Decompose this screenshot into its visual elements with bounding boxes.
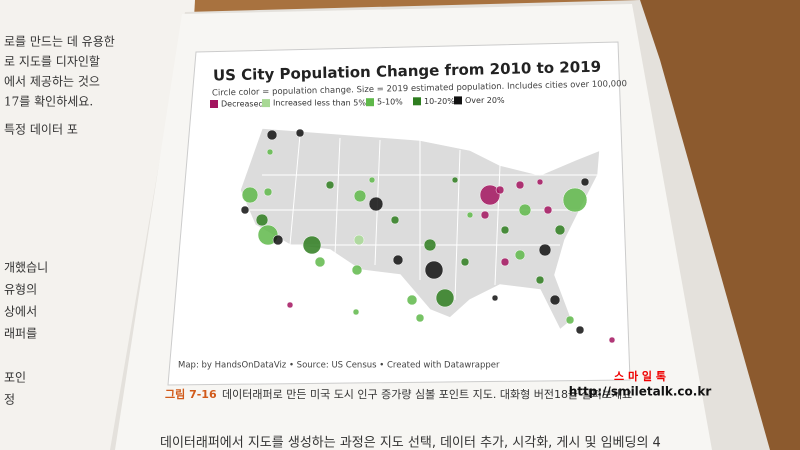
city-dot (272, 234, 284, 246)
legend-swatch (210, 100, 218, 108)
city-dot (435, 288, 455, 308)
legend-swatch (366, 98, 374, 107)
city-dot (518, 203, 532, 217)
city-dot (536, 178, 544, 186)
city-dot (500, 257, 510, 267)
legend-label: Increased less than 5% (273, 99, 366, 108)
left-page-line: 특정 데이터 포 (4, 123, 78, 137)
left-page-line: 래퍼를 (4, 327, 37, 341)
city-dot (406, 294, 418, 306)
city-dot (466, 211, 474, 219)
legend-swatch (413, 97, 421, 106)
caption-text: 데이터래퍼로 만든 미국 도시 인구 증가량 심볼 포인트 지도. 대화형 버전… (222, 388, 632, 401)
city-dot (314, 256, 326, 268)
city-dot (500, 225, 510, 235)
left-page-line: 포인 (4, 371, 26, 385)
city-dot (423, 238, 437, 252)
left-page-line: 로를 만드는 데 유용한 (4, 35, 115, 49)
city-dot (352, 308, 360, 316)
watermark-name: 스 마 일 톡 (614, 369, 666, 383)
city-dot (535, 275, 545, 285)
city-dot (351, 264, 363, 276)
legend-label: Decreased (221, 100, 264, 109)
city-dot (415, 313, 425, 323)
city-dot (368, 196, 384, 212)
map-credit: Map: by HandsOnDataViz • Source: US Cens… (178, 361, 500, 371)
legend: Decreased Increased less than 5% 5-10% 10-2… (210, 96, 505, 109)
city-dot (392, 254, 404, 266)
city-dot (240, 205, 250, 215)
city-dot (565, 315, 575, 325)
city-dot (515, 180, 525, 190)
city-dot (241, 186, 259, 204)
body-text: 데이터래퍼에서 지도를 생성하는 과정은 지도 선택, 데이터 추가, 시각화,… (160, 436, 661, 450)
city-dot (580, 177, 590, 187)
city-dot (295, 128, 305, 138)
left-page-line: 로 지도를 디자인할 (4, 55, 100, 69)
city-dot (353, 189, 367, 203)
city-dot (538, 243, 552, 257)
left-page-line: 에서 제공하는 것으 (4, 75, 100, 89)
legend-label: Over 20% (465, 96, 505, 105)
city-dot (460, 257, 470, 267)
city-dot (479, 184, 501, 206)
legend-label: 5-10% (377, 98, 403, 107)
city-dot (390, 215, 400, 225)
legend-swatch (262, 99, 270, 108)
city-dot (325, 180, 335, 190)
city-dot (353, 234, 365, 246)
city-dot (424, 260, 444, 280)
city-dot (514, 249, 526, 261)
city-dot (368, 176, 376, 184)
legend-swatch (454, 96, 462, 105)
legend-label: 10-20% (424, 97, 455, 106)
caption-label: 그림 7-16 (165, 388, 217, 401)
city-dots (240, 128, 616, 344)
city-dot (575, 325, 585, 335)
city-dot (263, 187, 273, 197)
city-dot (266, 148, 274, 156)
city-dot (302, 235, 322, 255)
city-dot (266, 129, 278, 141)
left-page-line: 유형의 (4, 283, 37, 297)
left-page-line: 정 (4, 393, 15, 407)
city-dot (562, 187, 588, 213)
city-dot (495, 185, 505, 195)
left-page-line: 상에서 (4, 305, 37, 319)
city-dot (451, 176, 459, 184)
city-dot (608, 336, 616, 344)
city-dot (286, 301, 294, 309)
city-dot (549, 294, 561, 306)
city-dot (554, 224, 566, 236)
city-dot (480, 210, 490, 220)
city-dot (255, 213, 269, 227)
city-dot (491, 294, 499, 302)
city-dot (543, 205, 553, 215)
left-page-line: 개했습니 (4, 261, 48, 275)
table-shadow (640, 0, 800, 450)
left-page-line: 17를 확인하세요. (4, 95, 93, 109)
watermark-url: http://smiletalk.co.kr (569, 385, 712, 399)
